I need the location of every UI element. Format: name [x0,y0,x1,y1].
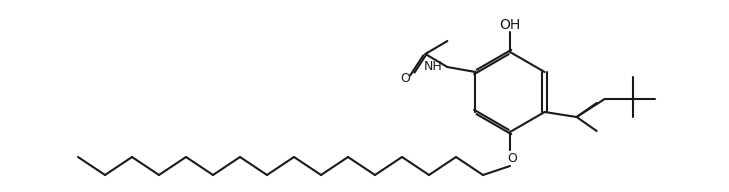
Text: O: O [400,73,410,85]
Text: OH: OH [499,18,521,32]
Text: O: O [507,151,517,165]
Text: NH: NH [424,60,443,74]
